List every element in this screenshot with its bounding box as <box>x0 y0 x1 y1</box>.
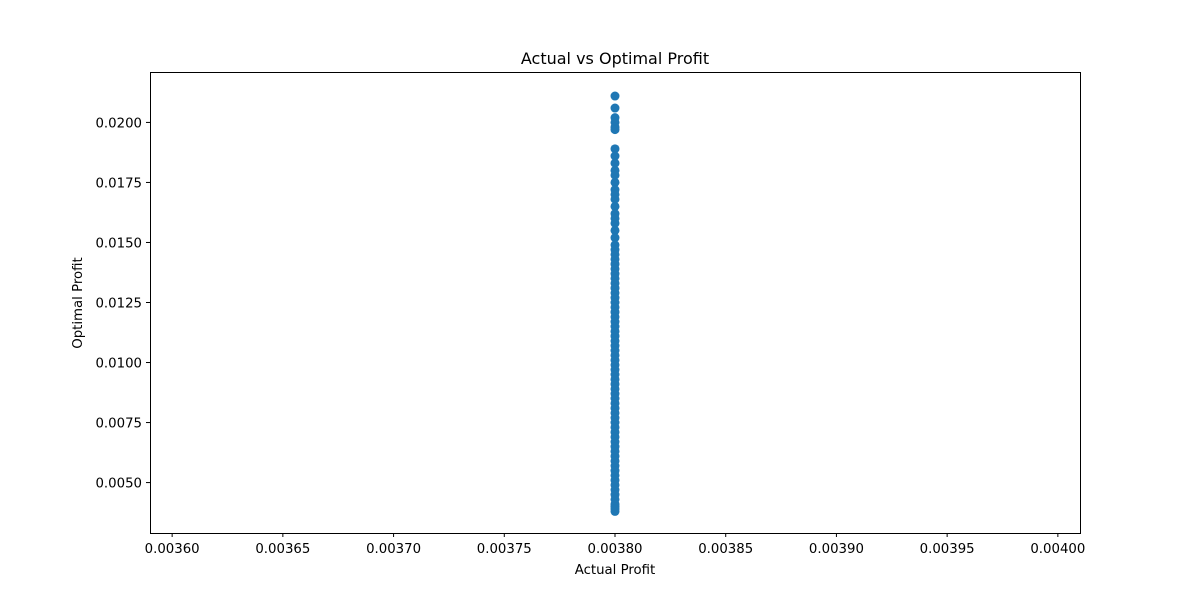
scatter-point <box>610 506 620 516</box>
y-tick-label: 0.0100 <box>95 357 142 372</box>
scatter-point <box>610 125 620 135</box>
scatter-point <box>610 158 620 168</box>
scatter-point <box>610 91 620 101</box>
y-tick-label: 0.0125 <box>95 297 142 312</box>
scatter-point <box>610 194 620 204</box>
x-tick-label: 0.00400 <box>1030 542 1085 557</box>
y-tick-label: 0.0075 <box>95 417 142 432</box>
y-tick-label: 0.0200 <box>95 116 142 131</box>
scatter-point <box>610 177 620 187</box>
y-tick-label: 0.0050 <box>95 477 142 492</box>
y-axis-label: Optimal Profit <box>71 257 86 349</box>
chart-title: Actual vs Optimal Profit <box>521 49 709 68</box>
x-tick-label: 0.00390 <box>809 542 864 557</box>
x-tick-label: 0.00375 <box>477 542 532 557</box>
scatter-point <box>610 225 620 235</box>
scatter-point <box>610 201 620 211</box>
x-tick-label: 0.00395 <box>920 542 975 557</box>
points-layer <box>610 91 620 516</box>
x-tick-label: 0.00380 <box>588 542 643 557</box>
scatter-point <box>610 233 620 243</box>
x-tick-label: 0.00385 <box>698 542 753 557</box>
x-tick-label: 0.00365 <box>255 542 310 557</box>
y-tick-label: 0.0175 <box>95 176 142 191</box>
scatter-point <box>610 144 620 154</box>
y-tick-label: 0.0150 <box>95 236 142 251</box>
scatter-point <box>610 151 620 161</box>
x-axis: 0.00360 0.00365 0.00370 0.00375 0.00380 0.003… <box>145 533 1085 557</box>
x-tick-label: 0.00360 <box>145 542 200 557</box>
x-axis-label: Actual Profit <box>575 563 656 578</box>
y-axis: 0.0050 0.0075 0.0100 0.0125 0.0150 0.0175 0.02… <box>95 116 150 492</box>
x-tick-label: 0.00370 <box>366 542 421 557</box>
scatter-point <box>610 103 620 113</box>
scatter-point <box>610 218 620 228</box>
scatter-point <box>610 170 620 180</box>
